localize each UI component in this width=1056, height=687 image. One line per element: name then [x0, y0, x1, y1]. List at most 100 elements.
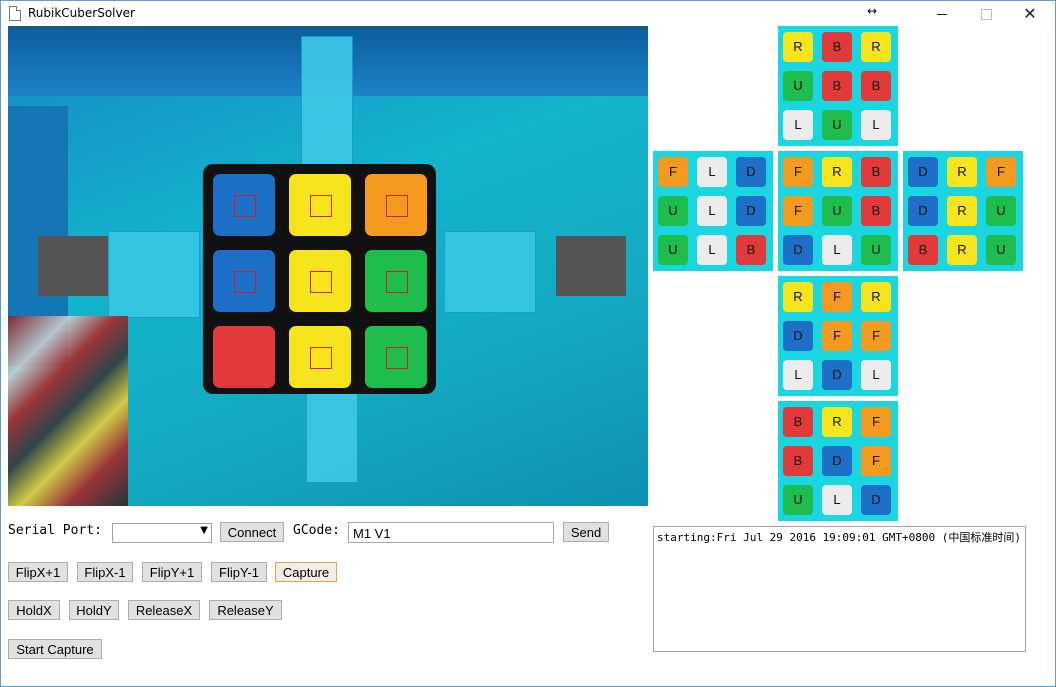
face-cell: U	[861, 235, 891, 265]
face-cell: L	[822, 485, 852, 515]
face-cell: L	[861, 360, 891, 390]
document-icon	[9, 6, 21, 21]
face-cell: B	[908, 235, 938, 265]
camera-motor-right	[556, 236, 626, 296]
face-cell: L	[697, 157, 727, 187]
face-cell: U	[783, 71, 813, 101]
minimize-icon	[937, 13, 947, 15]
capture-button[interactable]: Capture	[275, 562, 337, 582]
face-cell: R	[861, 32, 891, 62]
camera-sticker	[365, 174, 427, 236]
face-cell: R	[822, 407, 852, 437]
face-cell: B	[861, 196, 891, 226]
face-cell: U	[986, 196, 1016, 226]
releasey-button[interactable]: ReleaseY	[209, 600, 282, 620]
serial-port-label: Serial Port:	[8, 523, 102, 538]
holdx-button[interactable]: HoldX	[8, 600, 60, 620]
sample-marker	[310, 347, 332, 369]
face-cell: D	[736, 196, 766, 226]
gcode-label: GCode:	[293, 523, 340, 538]
face-cell: R	[822, 157, 852, 187]
camera-sticker	[365, 326, 427, 388]
face-cell: B	[783, 407, 813, 437]
flipx-minus-button[interactable]: FlipX-1	[77, 562, 133, 582]
flipy-minus-button[interactable]: FlipY-1	[211, 562, 267, 582]
face-cell: R	[783, 32, 813, 62]
face-cell: B	[736, 235, 766, 265]
log-output[interactable]: starting:Fri Jul 29 2016 19:09:01 GMT+08…	[653, 526, 1026, 652]
camera-gripper-right	[444, 231, 536, 313]
maximize-icon	[980, 8, 992, 20]
face-cell: F	[822, 282, 852, 312]
camera-cube	[203, 164, 436, 394]
face-cell: U	[822, 110, 852, 140]
camera-sticker	[289, 326, 351, 388]
camera-wiring	[8, 316, 128, 506]
face-cell: U	[822, 196, 852, 226]
face-cell: D	[861, 485, 891, 515]
face-cell: D	[783, 235, 813, 265]
face-cell: U	[986, 235, 1016, 265]
camera-sticker	[213, 326, 275, 388]
sample-marker	[310, 271, 332, 293]
camera-gripper-bottom	[306, 381, 358, 483]
camera-view	[8, 26, 648, 506]
face-cell: U	[658, 196, 688, 226]
face-cell: F	[861, 446, 891, 476]
face-cell: B	[822, 71, 852, 101]
sample-marker	[310, 195, 332, 217]
face-cell: F	[783, 196, 813, 226]
start-capture-button[interactable]: Start Capture	[8, 639, 102, 659]
face-cell: R	[783, 282, 813, 312]
minimize-button[interactable]	[919, 1, 965, 27]
face-cell: F	[861, 407, 891, 437]
face-cell: L	[783, 360, 813, 390]
face-cell: L	[822, 235, 852, 265]
camera-sticker	[213, 250, 275, 312]
face-cell: L	[861, 110, 891, 140]
camera-sticker	[289, 250, 351, 312]
face-cell: L	[783, 110, 813, 140]
face-cell: U	[783, 485, 813, 515]
face-cell: D	[908, 157, 938, 187]
camera-sticker	[213, 174, 275, 236]
face-cell: D	[736, 157, 766, 187]
face-cell: R	[947, 157, 977, 187]
face-cell: R	[947, 235, 977, 265]
face-cell: L	[697, 196, 727, 226]
face-cell: D	[822, 360, 852, 390]
send-button[interactable]: Send	[563, 522, 609, 542]
flipy-plus-button[interactable]: FlipY+1	[142, 562, 202, 582]
face-cell: U	[658, 235, 688, 265]
connect-button[interactable]: Connect	[220, 522, 284, 542]
sample-marker	[386, 271, 408, 293]
camera-gripper-top	[301, 36, 353, 173]
face-cell: D	[908, 196, 938, 226]
sample-marker	[234, 195, 256, 217]
flipx-plus-button[interactable]: FlipX+1	[8, 562, 68, 582]
camera-sticker	[365, 250, 427, 312]
face-cell: F	[861, 321, 891, 351]
gcode-input[interactable]: M1 V1	[348, 522, 554, 543]
face-cell: B	[861, 157, 891, 187]
holdy-button[interactable]: HoldY	[69, 600, 119, 620]
releasex-button[interactable]: ReleaseX	[128, 600, 200, 620]
face-cell: D	[822, 446, 852, 476]
sample-marker	[386, 347, 408, 369]
face-cell: R	[861, 282, 891, 312]
serial-port-select[interactable]: ▼	[112, 523, 212, 543]
face-cell: R	[947, 196, 977, 226]
camera-sticker	[289, 174, 351, 236]
face-cell: B	[783, 446, 813, 476]
face-cell: F	[986, 157, 1016, 187]
close-button[interactable]: ✕	[1023, 4, 1037, 23]
face-cell: F	[783, 157, 813, 187]
chevron-down-icon: ▼	[200, 525, 208, 536]
maximize-button[interactable]	[963, 1, 1009, 27]
sample-marker	[386, 195, 408, 217]
